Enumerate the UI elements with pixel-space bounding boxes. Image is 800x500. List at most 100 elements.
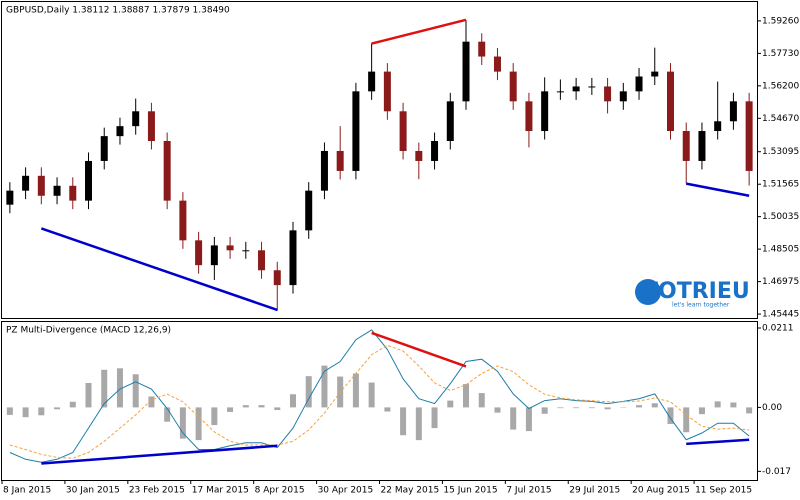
candle-body <box>6 190 14 205</box>
y-tick-label: 0.0211 <box>762 324 794 334</box>
candle-body <box>242 250 250 252</box>
histogram-bar <box>69 401 76 408</box>
divergence-line <box>371 331 467 368</box>
candle-body <box>509 71 517 102</box>
divergence-line <box>371 18 467 45</box>
x-tick-label: 20 Aug 2015 <box>632 486 690 496</box>
histogram-bar <box>85 382 92 408</box>
histogram-bar <box>22 407 29 418</box>
histogram-bar <box>54 407 61 410</box>
histogram-bar <box>352 373 359 408</box>
histogram-bar <box>227 407 234 412</box>
histogram-bar <box>305 376 312 408</box>
histogram-bar <box>132 374 139 408</box>
histogram-bar <box>573 407 580 409</box>
candle-body <box>383 71 391 112</box>
histogram-bar <box>211 407 218 426</box>
candle-body <box>368 71 376 92</box>
y-tick-label: 0.00 <box>762 403 782 413</box>
candle-body <box>85 160 93 201</box>
candle-body <box>336 150 344 171</box>
histogram-bar <box>431 407 438 429</box>
candle-body <box>666 71 674 132</box>
y-tick-label: 1.53095 <box>762 147 799 157</box>
candle-body <box>258 250 266 271</box>
y-tick-label: 1.59260 <box>762 16 799 26</box>
macd-line <box>9 329 750 463</box>
histogram-bar <box>242 405 249 408</box>
histogram-bar <box>368 382 375 408</box>
candle-body <box>305 190 313 231</box>
x-tick-label: 8 Apr 2015 <box>255 486 305 496</box>
x-tick-label: 30 Apr 2015 <box>318 486 374 496</box>
x-tick-label: 17 Mar 2015 <box>192 486 249 496</box>
x-tick-label: 8 Jan 2015 <box>3 486 51 496</box>
histogram-bar <box>557 407 564 409</box>
x-tick-label: 22 May 2015 <box>381 486 440 496</box>
histogram-bar <box>258 405 265 408</box>
histogram-bar <box>698 407 705 415</box>
candle-body <box>352 91 360 171</box>
x-tick-label: 29 Jul 2015 <box>569 486 620 496</box>
histogram-bar <box>38 407 45 416</box>
price-panel <box>1 1 758 319</box>
candle-body <box>116 126 124 137</box>
candle-body <box>635 76 643 92</box>
candle-body <box>132 111 140 127</box>
histogram-bar <box>321 365 328 408</box>
histogram-bar <box>541 407 548 414</box>
candle-body <box>195 240 203 266</box>
histogram-bar <box>463 384 470 408</box>
y-tick-label: 1.46975 <box>762 277 799 287</box>
candle-body <box>431 141 439 161</box>
histogram-bar <box>588 407 595 409</box>
candle-body <box>493 56 501 72</box>
x-tick-label: 11 Sep 2015 <box>695 486 752 496</box>
histogram-bar <box>604 407 611 410</box>
logo-icon <box>635 279 661 305</box>
histogram-bar <box>714 401 721 408</box>
candle-body <box>525 101 533 132</box>
histogram-bar <box>384 407 391 412</box>
histogram-bar <box>636 405 643 408</box>
histogram-bar <box>195 407 202 441</box>
candle-body <box>69 185 77 201</box>
candle-body <box>399 111 407 151</box>
candle-body <box>320 150 328 191</box>
candle-body <box>53 185 61 196</box>
candle-body <box>37 175 45 196</box>
candle-body <box>210 245 218 266</box>
candle-body <box>226 245 234 251</box>
candle-body <box>698 131 706 161</box>
candle-body <box>588 86 596 88</box>
histogram-bar <box>400 407 407 436</box>
candle-body <box>22 175 30 191</box>
candle-body <box>147 111 155 142</box>
candle-body <box>682 131 690 161</box>
indicator-title: PZ Multi-Divergence (MACD 12,26,9) <box>6 326 171 336</box>
histogram-bar <box>746 407 753 414</box>
candle-body <box>446 101 454 142</box>
histogram-bar <box>525 407 532 432</box>
y-tick-label: 1.48505 <box>762 245 799 255</box>
y-tick-label: 1.51565 <box>762 180 799 190</box>
x-tick-label: 30 Jan 2015 <box>66 486 120 496</box>
candle-body <box>541 91 549 132</box>
candle-body <box>478 41 486 57</box>
candle-body <box>556 91 564 93</box>
histogram-bar <box>274 407 281 411</box>
histogram-bar <box>478 393 485 408</box>
candle-body <box>100 136 108 161</box>
histogram-bar <box>667 407 674 424</box>
histogram-bar <box>415 407 422 441</box>
histogram-bar <box>683 407 690 433</box>
x-tick-label: 23 Feb 2015 <box>129 486 185 496</box>
histogram-bar <box>6 407 13 415</box>
candle-body <box>163 141 171 201</box>
histogram-bar <box>179 407 186 439</box>
candle-body <box>651 71 659 77</box>
candle-body <box>604 86 612 102</box>
x-tick-label: 7 Jul 2015 <box>506 486 551 496</box>
histogram-bar <box>651 403 658 408</box>
